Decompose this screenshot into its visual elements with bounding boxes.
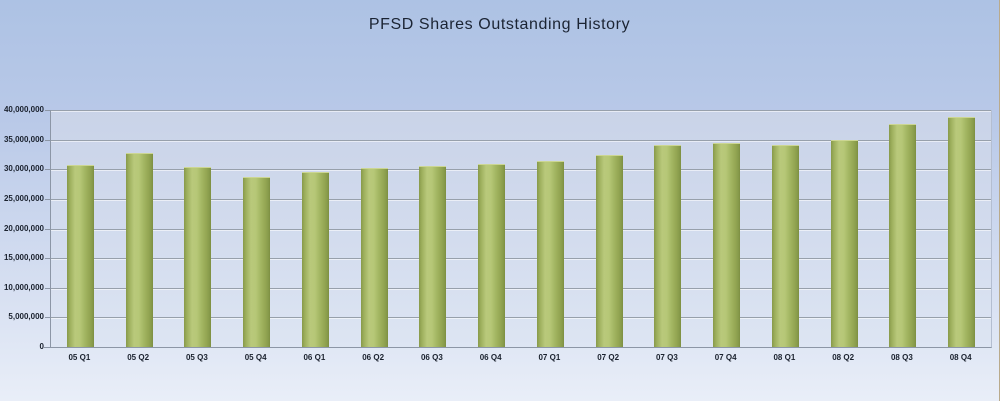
y-axis-tick	[45, 139, 50, 141]
bar-05-q2	[126, 153, 153, 347]
y-axis-label: 15,000,000	[3, 253, 44, 263]
x-axis-label: 06 Q2	[362, 353, 385, 362]
y-axis-label: 40,000,000	[3, 105, 44, 114]
x-axis-label: 07 Q3	[655, 353, 678, 362]
chart-title: PFSD Shares Outstanding History	[368, 16, 631, 33]
bar-06-q2	[361, 168, 388, 347]
bar-07-q3	[654, 145, 681, 347]
x-axis-label: 05 Q2	[127, 353, 150, 362]
bar-07-q2	[596, 155, 623, 347]
bar-06-q3	[419, 166, 446, 347]
bar-06-q1	[302, 172, 329, 347]
y-axis-label: 20,000,000	[3, 223, 44, 233]
x-axis-label: 06 Q3	[420, 353, 443, 362]
bar-05-q1	[67, 165, 94, 347]
gridline	[51, 139, 991, 141]
gridline	[51, 110, 991, 111]
y-axis-label: 30,000,000	[3, 164, 44, 174]
gridline	[51, 169, 991, 171]
x-axis-label: 05 Q4	[244, 353, 267, 362]
bar-08-q2	[831, 140, 858, 347]
y-axis-label: 0	[39, 342, 44, 351]
x-axis-label: 08 Q4	[949, 353, 972, 362]
y-axis-tick	[45, 258, 50, 260]
y-axis-label: 35,000,000	[3, 134, 44, 144]
bar-08-q1	[772, 145, 799, 347]
y-axis-tick	[45, 198, 50, 200]
x-axis-label: 06 Q1	[303, 353, 326, 362]
x-axis-label: 06 Q4	[479, 353, 502, 362]
gridline	[51, 258, 991, 260]
gridline	[51, 228, 991, 230]
y-axis-tick	[45, 287, 50, 289]
bar-06-q4	[478, 164, 505, 347]
x-axis-label: 07 Q2	[597, 353, 620, 362]
x-axis-label: 08 Q2	[832, 353, 855, 362]
x-axis-label: 07 Q1	[538, 353, 561, 362]
x-axis-baseline-tick	[44, 347, 50, 348]
y-axis-label: 25,000,000	[3, 193, 44, 203]
gridline	[51, 287, 991, 289]
x-axis-label: 08 Q1	[773, 353, 796, 362]
gridline	[51, 198, 991, 200]
x-axis-label: 08 Q3	[890, 353, 913, 362]
bar-08-q4	[948, 117, 975, 347]
bar-07-q4	[713, 143, 740, 347]
x-axis-label: 07 Q4	[714, 353, 737, 362]
bar-05-q3	[184, 167, 211, 347]
bar-08-q3	[889, 124, 916, 347]
y-axis-label: 5,000,000	[8, 312, 44, 322]
y-axis-tick	[45, 228, 50, 230]
y-axis-tick	[45, 110, 50, 111]
y-axis-tick	[45, 169, 50, 171]
y-axis-label: 10,000,000	[3, 282, 44, 292]
gridline	[51, 317, 991, 319]
bar-05-q4	[243, 177, 270, 347]
plot-area	[50, 110, 992, 348]
bar-07-q1	[537, 161, 564, 347]
x-axis-label: 05 Q1	[68, 353, 91, 362]
x-axis-label: 05 Q3	[185, 353, 208, 362]
y-axis-tick	[45, 317, 50, 319]
